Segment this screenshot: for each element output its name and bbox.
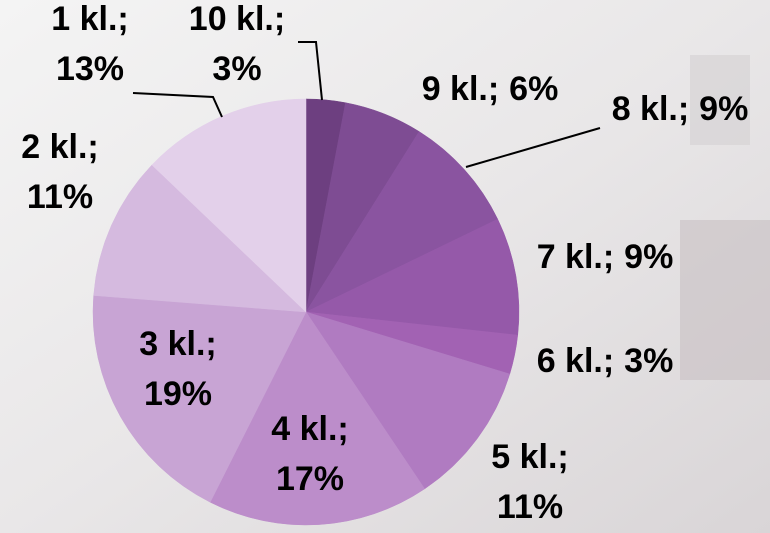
- slice-label: 7 kl.; 9%: [537, 238, 674, 276]
- slice-label: 8 kl.; 9%: [612, 90, 749, 128]
- pie-slice: [92, 295, 307, 503]
- background-door: [680, 220, 770, 380]
- slice-label: 6 kl.; 3%: [537, 342, 674, 380]
- leader-line: [298, 41, 323, 101]
- slice-category: 8 kl.;: [612, 90, 689, 128]
- slice-category: 7 kl.;: [537, 238, 614, 276]
- slice-value: 9%: [624, 238, 673, 276]
- slice-category: 10 kl.;: [189, 0, 285, 38]
- slice-value: 19%: [144, 375, 212, 413]
- slice-label: 2 kl.; 11%: [21, 128, 98, 216]
- slice-label: 5 kl.; 11%: [491, 438, 568, 526]
- pie-slice: [209, 311, 426, 526]
- slice-value: 3%: [212, 50, 261, 88]
- slice-category: 4 kl.;: [271, 410, 348, 448]
- slice-label: 1 kl.; 13%: [51, 0, 128, 88]
- slice-label: 10 kl.; 3%: [189, 0, 285, 88]
- slice-category: 3 kl.;: [139, 325, 216, 363]
- slice-label: 9 kl.; 6%: [422, 70, 559, 108]
- slice-value: 3%: [624, 342, 673, 380]
- slice-category: 9 kl.;: [422, 70, 499, 108]
- slice-category: 5 kl.;: [491, 438, 568, 476]
- slice-value: 11%: [27, 178, 93, 216]
- slice-value: 13%: [56, 50, 124, 88]
- pie: [92, 98, 520, 526]
- slice-category: 2 kl.;: [21, 128, 98, 166]
- pie-slice: [305, 311, 511, 490]
- slice-value: 9%: [699, 90, 748, 128]
- labels: 10 kl.; 3% 9 kl.; 6% 8 kl.; 9% 7 kl.; 9% 6 kl.; 3…: [21, 0, 748, 526]
- slice-value: 17%: [276, 460, 344, 498]
- leader-line: [465, 127, 601, 168]
- slice-category: 6 kl.;: [537, 342, 614, 380]
- leader-line: [132, 92, 223, 118]
- slice-value: 11%: [497, 488, 563, 526]
- slice-value: 6%: [509, 70, 558, 108]
- pie-slice: [305, 131, 499, 313]
- slice-category: 1 kl.;: [51, 0, 128, 38]
- pie-slice: [305, 218, 520, 336]
- slice-label: 4 kl.; 17%: [271, 410, 348, 498]
- background-window: [690, 55, 750, 145]
- slice-label: 3 kl.; 19%: [139, 325, 216, 413]
- pie-slice: [93, 164, 307, 313]
